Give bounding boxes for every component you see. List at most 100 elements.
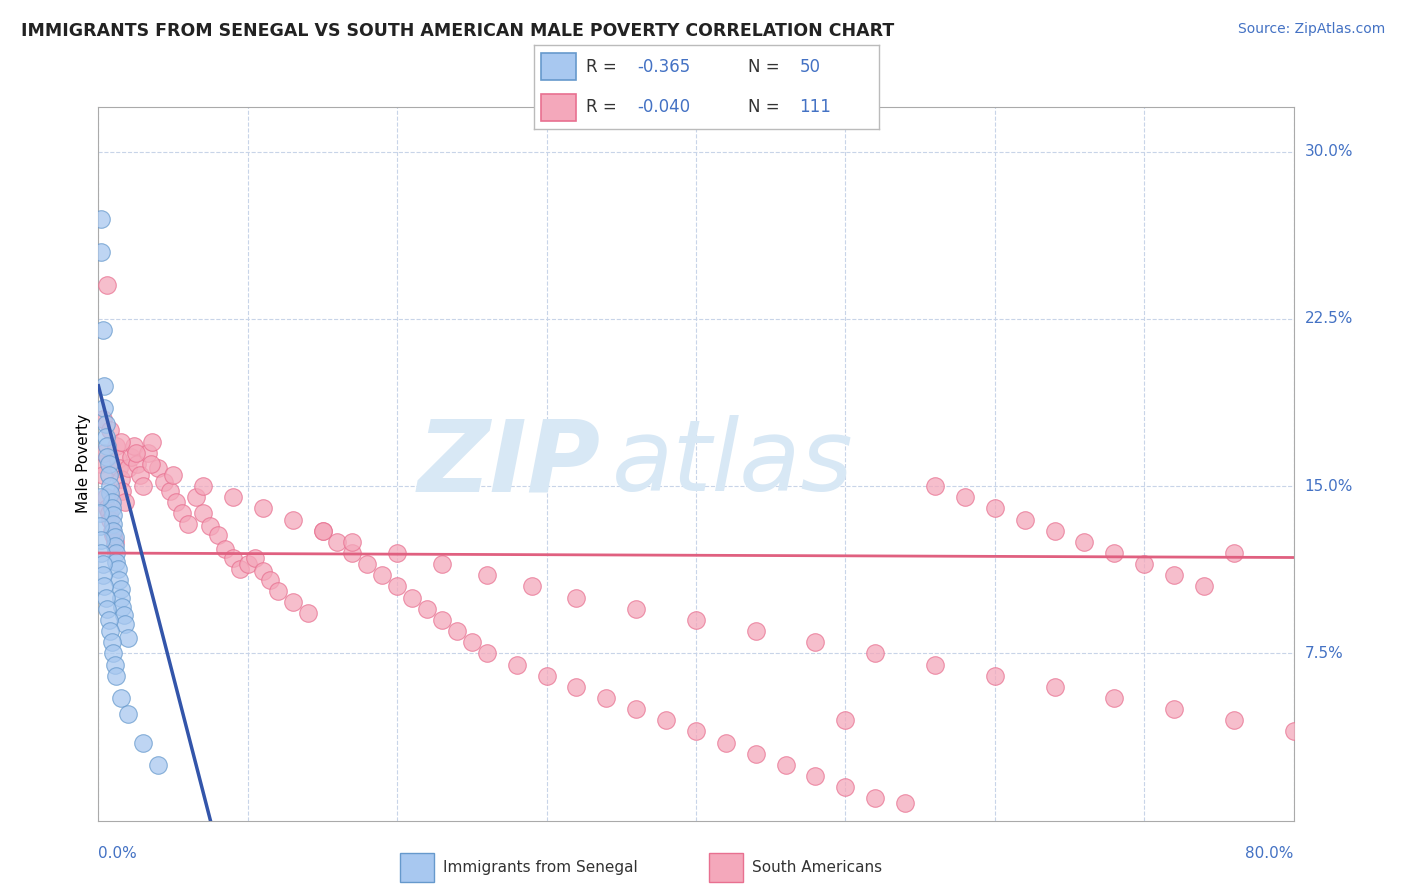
Point bbox=[714, 735, 737, 749]
Point bbox=[222, 550, 245, 565]
Text: 0.0%: 0.0% bbox=[98, 846, 138, 861]
Point bbox=[267, 583, 290, 598]
Point bbox=[245, 550, 267, 565]
Point bbox=[1104, 546, 1126, 560]
Point bbox=[565, 591, 588, 605]
Point bbox=[236, 557, 259, 572]
Text: IMMIGRANTS FROM SENEGAL VS SOUTH AMERICAN MALE POVERTY CORRELATION CHART: IMMIGRANTS FROM SENEGAL VS SOUTH AMERICA… bbox=[21, 22, 894, 40]
FancyBboxPatch shape bbox=[399, 854, 434, 881]
Point bbox=[105, 546, 128, 560]
Point bbox=[132, 479, 155, 493]
Text: N =: N = bbox=[748, 58, 785, 76]
Point bbox=[356, 557, 378, 572]
Point bbox=[105, 439, 128, 453]
Point bbox=[371, 568, 394, 582]
Point bbox=[983, 669, 1005, 683]
Point bbox=[775, 758, 797, 772]
Point bbox=[148, 758, 170, 772]
Point bbox=[1223, 546, 1246, 560]
Point bbox=[401, 591, 423, 605]
Point bbox=[207, 528, 229, 542]
Point bbox=[120, 450, 142, 464]
Point bbox=[107, 452, 129, 467]
Point bbox=[89, 506, 111, 520]
Point bbox=[117, 461, 139, 475]
Text: 15.0%: 15.0% bbox=[1305, 479, 1353, 493]
Point bbox=[141, 434, 163, 449]
Text: 80.0%: 80.0% bbox=[1246, 846, 1294, 861]
Point bbox=[311, 524, 333, 538]
Point bbox=[1073, 534, 1095, 549]
Point bbox=[114, 494, 136, 508]
Point bbox=[94, 491, 117, 505]
Point bbox=[252, 564, 274, 578]
Point bbox=[865, 646, 887, 660]
Point bbox=[506, 657, 529, 672]
Point bbox=[446, 624, 468, 639]
Point bbox=[98, 624, 122, 639]
Text: South Americans: South Americans bbox=[752, 860, 883, 875]
Point bbox=[96, 439, 118, 453]
Point bbox=[1014, 512, 1036, 526]
Point bbox=[983, 501, 1005, 516]
Point bbox=[101, 494, 124, 508]
Point bbox=[655, 714, 678, 728]
Point bbox=[924, 479, 946, 493]
Point bbox=[461, 635, 484, 649]
Point bbox=[103, 528, 125, 542]
Text: atlas: atlas bbox=[612, 416, 853, 512]
Point bbox=[91, 467, 114, 482]
Point bbox=[90, 457, 112, 471]
Point bbox=[214, 541, 236, 556]
Point bbox=[94, 430, 117, 444]
Point bbox=[953, 491, 976, 505]
Point bbox=[90, 244, 112, 259]
Point bbox=[96, 602, 118, 616]
Point bbox=[98, 512, 122, 526]
Point bbox=[475, 646, 498, 660]
Point bbox=[89, 519, 111, 533]
Point bbox=[108, 461, 131, 475]
Point bbox=[96, 501, 118, 516]
Point bbox=[1043, 524, 1066, 538]
Point bbox=[342, 534, 364, 549]
Point bbox=[326, 534, 349, 549]
Text: -0.040: -0.040 bbox=[638, 98, 690, 116]
Point bbox=[565, 680, 588, 694]
Text: Immigrants from Senegal: Immigrants from Senegal bbox=[443, 860, 638, 875]
Point bbox=[834, 780, 856, 794]
Point bbox=[184, 491, 207, 505]
Point bbox=[111, 483, 134, 498]
Point bbox=[281, 595, 304, 609]
Point bbox=[97, 613, 120, 627]
Point bbox=[745, 624, 768, 639]
Point bbox=[624, 602, 647, 616]
Point bbox=[97, 457, 120, 471]
Point bbox=[385, 580, 409, 594]
Point bbox=[924, 657, 946, 672]
Point bbox=[91, 557, 114, 572]
Point bbox=[104, 539, 127, 553]
Point bbox=[104, 530, 127, 544]
Point bbox=[191, 479, 214, 493]
Point bbox=[685, 724, 707, 739]
Point bbox=[1104, 690, 1126, 705]
FancyBboxPatch shape bbox=[709, 854, 744, 881]
Point bbox=[110, 690, 132, 705]
Point bbox=[97, 506, 120, 520]
Point bbox=[129, 467, 152, 482]
Point bbox=[103, 508, 125, 522]
Text: N =: N = bbox=[748, 98, 785, 116]
Point bbox=[430, 557, 453, 572]
Point bbox=[124, 439, 146, 453]
Point bbox=[110, 434, 132, 449]
Point bbox=[200, 519, 222, 533]
Point bbox=[96, 278, 118, 293]
Point bbox=[520, 580, 543, 594]
Point bbox=[91, 568, 114, 582]
Point bbox=[685, 613, 707, 627]
Text: Source: ZipAtlas.com: Source: ZipAtlas.com bbox=[1237, 22, 1385, 37]
Point bbox=[107, 562, 129, 576]
Point bbox=[110, 582, 132, 596]
Y-axis label: Male Poverty: Male Poverty bbox=[76, 414, 91, 514]
